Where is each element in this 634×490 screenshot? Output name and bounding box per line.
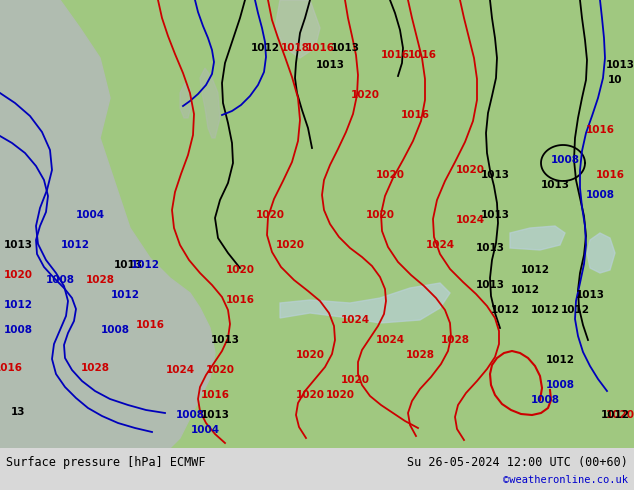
Text: 1020: 1020 (295, 390, 325, 400)
Text: 1024: 1024 (375, 335, 404, 345)
Text: 1020: 1020 (256, 210, 285, 220)
Text: 1013: 1013 (481, 210, 510, 220)
Text: 1012: 1012 (521, 265, 550, 275)
Text: 1020: 1020 (375, 170, 404, 180)
Text: 1024: 1024 (340, 315, 370, 325)
Text: 1016: 1016 (401, 110, 429, 120)
Polygon shape (510, 226, 565, 250)
Text: 1028: 1028 (441, 335, 470, 345)
Text: 1013: 1013 (541, 180, 569, 190)
Polygon shape (200, 68, 220, 138)
Text: 1020: 1020 (325, 390, 354, 400)
Text: 1013: 1013 (330, 43, 359, 53)
Text: 1020: 1020 (205, 365, 235, 375)
Text: 1008: 1008 (46, 275, 75, 285)
Text: 1012: 1012 (60, 240, 89, 250)
Text: 1008: 1008 (545, 380, 574, 390)
Polygon shape (280, 283, 450, 323)
Polygon shape (180, 83, 192, 118)
Text: 1013: 1013 (210, 335, 240, 345)
Text: 1013: 1013 (476, 243, 505, 253)
Text: 1020: 1020 (455, 165, 484, 175)
Text: 1012: 1012 (4, 300, 32, 310)
Text: 1016: 1016 (306, 43, 335, 53)
Text: 1020: 1020 (605, 410, 634, 420)
Text: 1013: 1013 (113, 260, 143, 270)
Text: 1013: 1013 (481, 170, 510, 180)
Text: 1016: 1016 (136, 320, 164, 330)
Text: 1008: 1008 (176, 410, 205, 420)
Text: 1013: 1013 (200, 410, 230, 420)
Text: 1012: 1012 (600, 410, 630, 420)
Text: 1020: 1020 (365, 210, 394, 220)
Polygon shape (0, 0, 215, 448)
Text: 1020: 1020 (340, 375, 370, 385)
Text: 1012: 1012 (110, 290, 139, 300)
Text: 1020: 1020 (351, 90, 380, 100)
Text: 1012: 1012 (250, 43, 280, 53)
Text: 1020: 1020 (4, 270, 32, 280)
Text: 1012: 1012 (560, 305, 590, 315)
Text: 1008: 1008 (550, 155, 579, 165)
Text: 1028: 1028 (406, 350, 434, 360)
Polygon shape (275, 0, 320, 58)
Text: 1016: 1016 (200, 390, 230, 400)
Text: 1012: 1012 (545, 355, 574, 365)
Text: 1016: 1016 (595, 170, 624, 180)
Text: 1016: 1016 (380, 50, 410, 60)
Text: 1004: 1004 (190, 425, 219, 435)
Text: 1008: 1008 (586, 190, 614, 200)
Text: 1016: 1016 (408, 50, 436, 60)
Text: 1016: 1016 (0, 363, 22, 373)
Text: 1004: 1004 (75, 210, 105, 220)
Text: 1013: 1013 (316, 60, 344, 70)
Text: 1013: 1013 (576, 290, 604, 300)
Text: 1013: 1013 (476, 280, 505, 290)
Polygon shape (587, 233, 615, 273)
Text: 1012: 1012 (531, 305, 559, 315)
Text: 1013: 1013 (605, 60, 634, 70)
Text: 1013: 1013 (4, 240, 32, 250)
Text: 1016: 1016 (226, 295, 254, 305)
Text: 1012: 1012 (131, 260, 160, 270)
Text: 1012: 1012 (491, 305, 519, 315)
Text: 1020: 1020 (276, 240, 304, 250)
Text: 1028: 1028 (81, 363, 110, 373)
Text: 1018: 1018 (280, 43, 309, 53)
Text: 1008: 1008 (531, 395, 559, 405)
Text: Surface pressure [hPa] ECMWF: Surface pressure [hPa] ECMWF (6, 456, 205, 468)
Text: 1020: 1020 (226, 265, 254, 275)
Text: 1024: 1024 (165, 365, 195, 375)
Text: 1012: 1012 (510, 285, 540, 295)
Text: 10: 10 (608, 75, 622, 85)
Text: 1024: 1024 (425, 240, 455, 250)
Text: 1024: 1024 (455, 215, 484, 225)
Text: 1008: 1008 (4, 325, 32, 335)
Text: 1008: 1008 (101, 325, 129, 335)
Text: Su 26-05-2024 12:00 UTC (00+60): Su 26-05-2024 12:00 UTC (00+60) (407, 456, 628, 468)
Text: 1016: 1016 (586, 125, 614, 135)
Text: 13: 13 (11, 407, 25, 417)
Text: 1020: 1020 (295, 350, 325, 360)
Text: ©weatheronline.co.uk: ©weatheronline.co.uk (503, 475, 628, 485)
Text: 1028: 1028 (86, 275, 115, 285)
